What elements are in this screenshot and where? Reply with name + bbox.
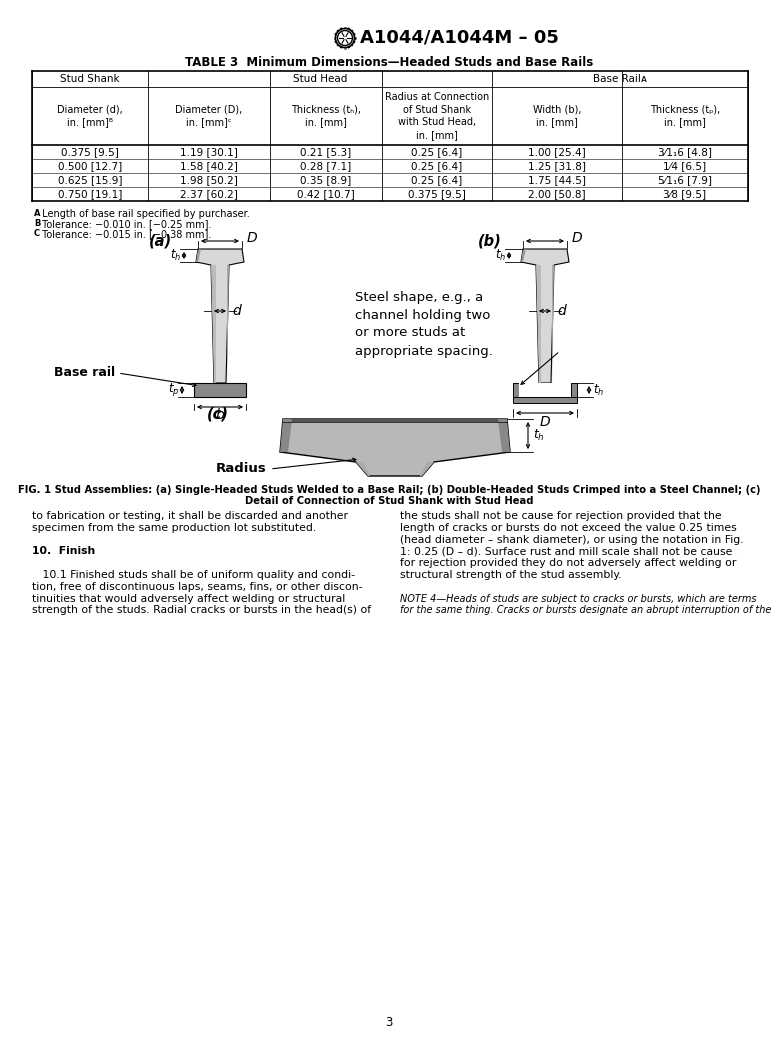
Text: tinuities that would adversely affect welding or structural: tinuities that would adversely affect we… [32,593,345,604]
Text: A1044/A1044M – 05: A1044/A1044M – 05 [360,29,559,47]
Bar [519,383,571,397]
Text: 1.00 [25.4]: 1.00 [25.4] [528,147,586,157]
Polygon shape [498,418,510,452]
Text: Thickness (tₕ),
in. [mm]: Thickness (tₕ), in. [mm] [291,105,361,127]
Text: d: d [232,304,240,318]
Text: specimen from the same production lot substituted.: specimen from the same production lot su… [32,523,316,533]
Text: Tolerance: −0.015 in. [−0.38 mm].: Tolerance: −0.015 in. [−0.38 mm]. [39,229,212,239]
Text: 5⁄1₁6 [7.9]: 5⁄1₁6 [7.9] [658,175,712,185]
Text: 0.35 [8.9]: 0.35 [8.9] [300,175,352,185]
Polygon shape [280,418,292,452]
Text: 2.00 [50.8]: 2.00 [50.8] [528,189,586,199]
Text: (head diameter – shank diameter), or using the notation in Fig.: (head diameter – shank diameter), or usi… [400,535,744,544]
Text: 0.25 [6.4]: 0.25 [6.4] [412,147,463,157]
Polygon shape [227,265,229,383]
Text: Stud Shank: Stud Shank [60,74,120,84]
Text: for the same thing. Cracks or bursts designate an abrupt interruption of the: for the same thing. Cracks or bursts des… [400,606,771,615]
Text: 1.58 [40.2]: 1.58 [40.2] [180,161,238,171]
Text: Diameter (d),
in. [mm]ᴮ: Diameter (d), in. [mm]ᴮ [57,105,123,127]
Text: D: D [572,231,583,245]
Text: $t_p$: $t_p$ [167,381,179,399]
Bar [513,383,519,397]
Text: Thickness (tₚ),
in. [mm]: Thickness (tₚ), in. [mm] [650,105,720,127]
Text: 0.750 [19.1]: 0.750 [19.1] [58,189,122,199]
Text: $t_h$: $t_h$ [593,382,605,398]
Text: for rejection provided they do not adversely affect welding or: for rejection provided they do not adver… [400,558,736,568]
Text: A: A [34,209,40,218]
Text: 3: 3 [385,1016,393,1030]
Text: TABLE 3  Minimum Dimensions—Headed Studs and Base Rails: TABLE 3 Minimum Dimensions—Headed Studs … [185,56,593,70]
Text: the studs shall not be cause for rejection provided that the: the studs shall not be cause for rejecti… [400,511,722,520]
Text: C: C [34,229,40,238]
Circle shape [338,30,352,46]
Text: 10.1 Finished studs shall be of uniform quality and condi-: 10.1 Finished studs shall be of uniform … [32,570,355,580]
Polygon shape [521,249,569,383]
Text: Radius at Connection
of Stud Shank
with Stud Head,
in. [mm]: Radius at Connection of Stud Shank with … [385,93,489,139]
Text: 1.25 [31.8]: 1.25 [31.8] [528,161,586,171]
Text: 0.28 [7.1]: 0.28 [7.1] [300,161,352,171]
Text: 0.25 [6.4]: 0.25 [6.4] [412,161,463,171]
Polygon shape [280,418,510,476]
Text: 1.98 [50.2]: 1.98 [50.2] [180,175,238,185]
Text: Width (b),
in. [mm]: Width (b), in. [mm] [533,105,581,127]
Text: Diameter (D),
in. [mm]ᶜ: Diameter (D), in. [mm]ᶜ [175,105,243,127]
Text: $t_h$: $t_h$ [533,428,545,443]
Text: D: D [540,415,550,429]
Text: 0.21 [5.3]: 0.21 [5.3] [300,147,352,157]
Polygon shape [521,249,526,262]
Text: FIG. 1 Stud Assemblies: (a) Single-Headed Studs Welded to a Base Rail; (b) Doubl: FIG. 1 Stud Assemblies: (a) Single-Heade… [18,485,760,496]
Text: $t_h$: $t_h$ [170,248,181,263]
Text: strength of the studs. Radial cracks or bursts in the head(s) of: strength of the studs. Radial cracks or … [32,606,371,615]
Bar [571,383,577,397]
Text: 0.375 [9.5]: 0.375 [9.5] [408,189,466,199]
Polygon shape [211,265,216,383]
Bar [513,397,577,403]
Text: 1: 0.25 (D – d). Surface rust and mill scale shall not be cause: 1: 0.25 (D – d). Surface rust and mill s… [400,547,732,556]
Polygon shape [196,249,201,262]
Polygon shape [420,462,434,476]
Text: length of cracks or bursts do not exceed the value 0.25 times: length of cracks or bursts do not exceed… [400,523,737,533]
Text: Base rail: Base rail [54,366,115,380]
Text: 1⁄4 [6.5]: 1⁄4 [6.5] [664,161,706,171]
Text: B: B [34,219,40,228]
Text: structural strength of the stud assembly.: structural strength of the stud assembly… [400,570,622,580]
Circle shape [335,28,355,48]
Text: 1.19 [30.1]: 1.19 [30.1] [180,147,238,157]
Text: 0.42 [10.7]: 0.42 [10.7] [297,189,355,199]
Text: (c): (c) [207,406,229,422]
Polygon shape [536,265,541,383]
Text: NOTE 4—Heads of studs are subject to cracks or bursts, which are terms: NOTE 4—Heads of studs are subject to cra… [400,593,756,604]
Text: 10.  Finish: 10. Finish [32,547,95,556]
Text: Stud Head: Stud Head [293,74,347,84]
Text: 2.37 [60.2]: 2.37 [60.2] [180,189,238,199]
Polygon shape [552,265,554,383]
Text: d: d [557,304,566,318]
Text: 3⁄1₁6 [4.8]: 3⁄1₁6 [4.8] [658,147,712,157]
Text: tion, free of discontinuous laps, seams, fins, or other discon-: tion, free of discontinuous laps, seams,… [32,582,363,591]
Text: (a): (a) [149,233,172,249]
Text: $t_h$: $t_h$ [495,248,506,263]
Bar [194,383,246,397]
Bar [283,418,507,422]
Text: Base Railᴀ: Base Railᴀ [593,74,647,84]
Text: to fabrication or testing, it shall be discarded and another: to fabrication or testing, it shall be d… [32,511,348,520]
Text: 3⁄8 [9.5]: 3⁄8 [9.5] [664,189,706,199]
Text: Radius: Radius [216,462,267,476]
Text: Tolerance: −0.010 in. [−0.25 mm].: Tolerance: −0.010 in. [−0.25 mm]. [39,219,212,229]
Text: Length of base rail specified by purchaser.: Length of base rail specified by purchas… [39,209,250,219]
Text: 0.25 [6.4]: 0.25 [6.4] [412,175,463,185]
Text: 0.625 [15.9]: 0.625 [15.9] [58,175,122,185]
Text: Steel shape, e.g., a
channel holding two
or more studs at
appropriate spacing.: Steel shape, e.g., a channel holding two… [355,290,493,357]
Text: b: b [216,408,224,422]
Text: 0.375 [9.5]: 0.375 [9.5] [61,147,119,157]
Text: D: D [247,231,258,245]
Text: 1.75 [44.5]: 1.75 [44.5] [528,175,586,185]
Polygon shape [196,249,244,383]
Text: (b): (b) [478,233,502,249]
Text: 0.500 [12.7]: 0.500 [12.7] [58,161,122,171]
Polygon shape [356,462,370,476]
Text: Detail of Connection of Stud Shank with Stud Head: Detail of Connection of Stud Shank with … [245,496,533,506]
